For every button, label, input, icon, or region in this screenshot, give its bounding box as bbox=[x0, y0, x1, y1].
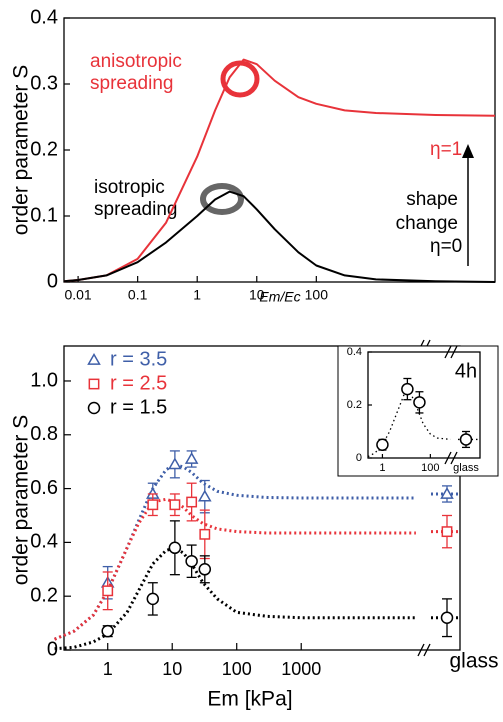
marker bbox=[168, 541, 182, 555]
marker bbox=[401, 382, 414, 396]
plot-frame bbox=[63, 345, 461, 651]
line bbox=[63, 58, 496, 283]
axis-break bbox=[444, 345, 452, 359]
x-tick-label: glass bbox=[449, 650, 498, 673]
x-tick-label: 0.1 bbox=[128, 287, 148, 303]
annotation: spreading bbox=[94, 199, 177, 220]
marker bbox=[441, 526, 453, 538]
marker bbox=[440, 611, 454, 624]
x-tick-label: 10 bbox=[162, 659, 182, 679]
legend-marker bbox=[87, 352, 101, 365]
legend-marker bbox=[88, 378, 100, 390]
annotation: isotropic bbox=[94, 177, 165, 198]
x-tick-label: 10 bbox=[249, 287, 265, 303]
legend-marker bbox=[87, 401, 101, 415]
series-label: η=0 bbox=[430, 236, 462, 257]
marker bbox=[185, 554, 198, 568]
marker bbox=[198, 563, 212, 576]
x-tick-label: 1 bbox=[379, 462, 385, 474]
y-tick-label: 1.0 bbox=[30, 369, 58, 391]
annotation: spreading bbox=[90, 73, 173, 94]
axis-break bbox=[450, 345, 458, 359]
cell-icon bbox=[200, 183, 244, 215]
y-tick-label: 0.3 bbox=[30, 72, 58, 94]
legend-label: r = 3.5 bbox=[110, 348, 167, 370]
marker bbox=[102, 585, 114, 597]
inset-background bbox=[337, 345, 499, 477]
axis-break bbox=[450, 451, 458, 465]
y-axis-label: order parameter S bbox=[10, 415, 33, 585]
y-tick-label: 0.4 bbox=[347, 346, 362, 358]
marker bbox=[440, 486, 454, 499]
y-tick-label: 0.6 bbox=[30, 477, 58, 499]
marker bbox=[147, 499, 159, 511]
y-tick-label: 0.2 bbox=[30, 138, 58, 160]
x-tick-label: 100 bbox=[305, 287, 329, 303]
axis-break bbox=[423, 643, 431, 657]
marker bbox=[168, 457, 182, 470]
y-axis-label: order parameter S bbox=[10, 65, 33, 235]
x-tick-label: 0.01 bbox=[64, 287, 91, 303]
marker bbox=[101, 624, 114, 638]
legend-label: r = 2.5 bbox=[110, 372, 167, 394]
x-tick-label: 1000 bbox=[281, 659, 321, 679]
fit-line bbox=[54, 462, 416, 641]
y-tick-label: 0.8 bbox=[30, 423, 58, 445]
x-tick-label: 100 bbox=[222, 659, 252, 679]
annotation: shape bbox=[406, 189, 458, 210]
marker bbox=[184, 451, 199, 464]
marker bbox=[459, 433, 473, 446]
axis-break bbox=[417, 643, 425, 657]
fit-line bbox=[54, 546, 416, 651]
y-tick-label: 0 bbox=[47, 638, 58, 660]
marker bbox=[199, 528, 211, 540]
fit-line bbox=[54, 497, 416, 641]
y-tick-label: 0.2 bbox=[30, 584, 58, 606]
x-axis-label: Em/Ec bbox=[259, 289, 300, 305]
y-tick-label: 0 bbox=[356, 452, 362, 464]
y-tick-label: 0.4 bbox=[30, 6, 58, 28]
x-tick-label: 100 bbox=[421, 462, 439, 474]
marker bbox=[198, 489, 212, 502]
legend-label: r = 1.5 bbox=[110, 396, 167, 418]
y-tick-label: 0 bbox=[47, 270, 58, 292]
marker bbox=[169, 499, 181, 511]
x-tick-label: 1 bbox=[193, 287, 201, 303]
x-tick-label: 1 bbox=[103, 659, 113, 679]
axis-break bbox=[444, 451, 452, 465]
x-tick-label: glass bbox=[453, 462, 479, 474]
inset-label: 4h bbox=[455, 360, 477, 382]
marker bbox=[146, 592, 160, 606]
y-tick-label: 0.2 bbox=[347, 399, 362, 411]
line bbox=[63, 190, 496, 283]
annotation: change bbox=[396, 213, 458, 234]
marker bbox=[376, 438, 389, 451]
annotation: anisotropic bbox=[90, 51, 182, 72]
marker bbox=[413, 396, 426, 409]
y-tick-label: 0.4 bbox=[30, 531, 58, 553]
series-label: η=1 bbox=[430, 139, 462, 160]
y-tick-label: 0.1 bbox=[30, 204, 58, 226]
marker bbox=[186, 496, 198, 508]
x-axis-label: Em [kPa] bbox=[207, 688, 292, 711]
arrow-head bbox=[462, 144, 474, 158]
